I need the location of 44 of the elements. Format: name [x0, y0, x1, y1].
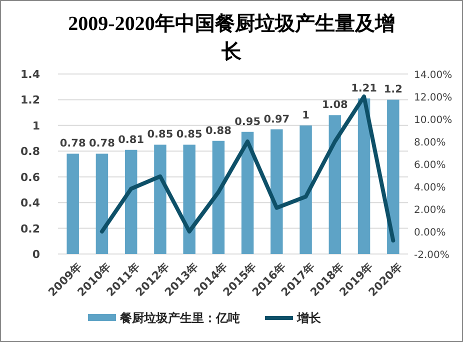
bar — [96, 154, 108, 254]
bar — [154, 144, 166, 254]
data-label: 1 — [302, 109, 310, 122]
y-tick-label: 0 — [32, 248, 40, 261]
y2-tick-label: 14.00% — [414, 70, 452, 81]
y2-tick-label: 4.00% — [414, 182, 446, 194]
data-label: 1.2 — [384, 84, 402, 96]
chart-title: 2009-2020年中国餐厨垃圾产生量及增长 — [68, 12, 395, 63]
y-tick-label: 1.2 — [20, 94, 40, 107]
data-label: 0.85 — [176, 128, 202, 141]
bar — [66, 154, 79, 254]
y-tick-label: 0.4 — [20, 196, 40, 210]
bar — [212, 140, 225, 254]
y2-tick-label: -2.00% — [414, 250, 450, 261]
y-tick-label: 0.6 — [20, 170, 40, 184]
data-label: 0.81 — [118, 134, 144, 146]
bar — [358, 98, 370, 254]
data-label: 0.85 — [147, 128, 174, 141]
bar — [328, 115, 342, 254]
bar — [270, 129, 283, 254]
y-tick-label: 0.2 — [20, 222, 40, 236]
y2-tick-label: 10.00% — [414, 115, 452, 126]
data-label: 0.78 — [89, 138, 115, 150]
y-tick-label: 1.4 — [20, 68, 40, 81]
y2-tick-label: 6.00% — [414, 160, 446, 171]
data-label: 1.08 — [322, 99, 348, 112]
bar — [124, 150, 138, 254]
bar — [241, 132, 254, 254]
data-label: 0.97 — [264, 113, 290, 126]
y2-tick-label: 2.00% — [414, 205, 446, 216]
y2-tick-label: 8.00% — [414, 138, 446, 148]
y-tick-label: 0.8 — [20, 145, 40, 158]
y2-tick-label: 12.00% — [414, 92, 452, 104]
data-label: 0.95 — [234, 116, 261, 128]
bar — [387, 100, 400, 254]
legend-label: 增长 — [296, 311, 322, 325]
data-label: 1.21 — [351, 82, 377, 94]
data-label: 0.88 — [205, 124, 232, 137]
y2-tick-label: 0.00% — [414, 228, 446, 238]
y-tick-label: 1 — [32, 119, 40, 132]
bar — [183, 144, 196, 254]
data-label: 0.78 — [60, 138, 86, 150]
bar — [300, 125, 312, 254]
legend-label: 餐厨垃圾产生里：亿吨 — [119, 311, 240, 325]
